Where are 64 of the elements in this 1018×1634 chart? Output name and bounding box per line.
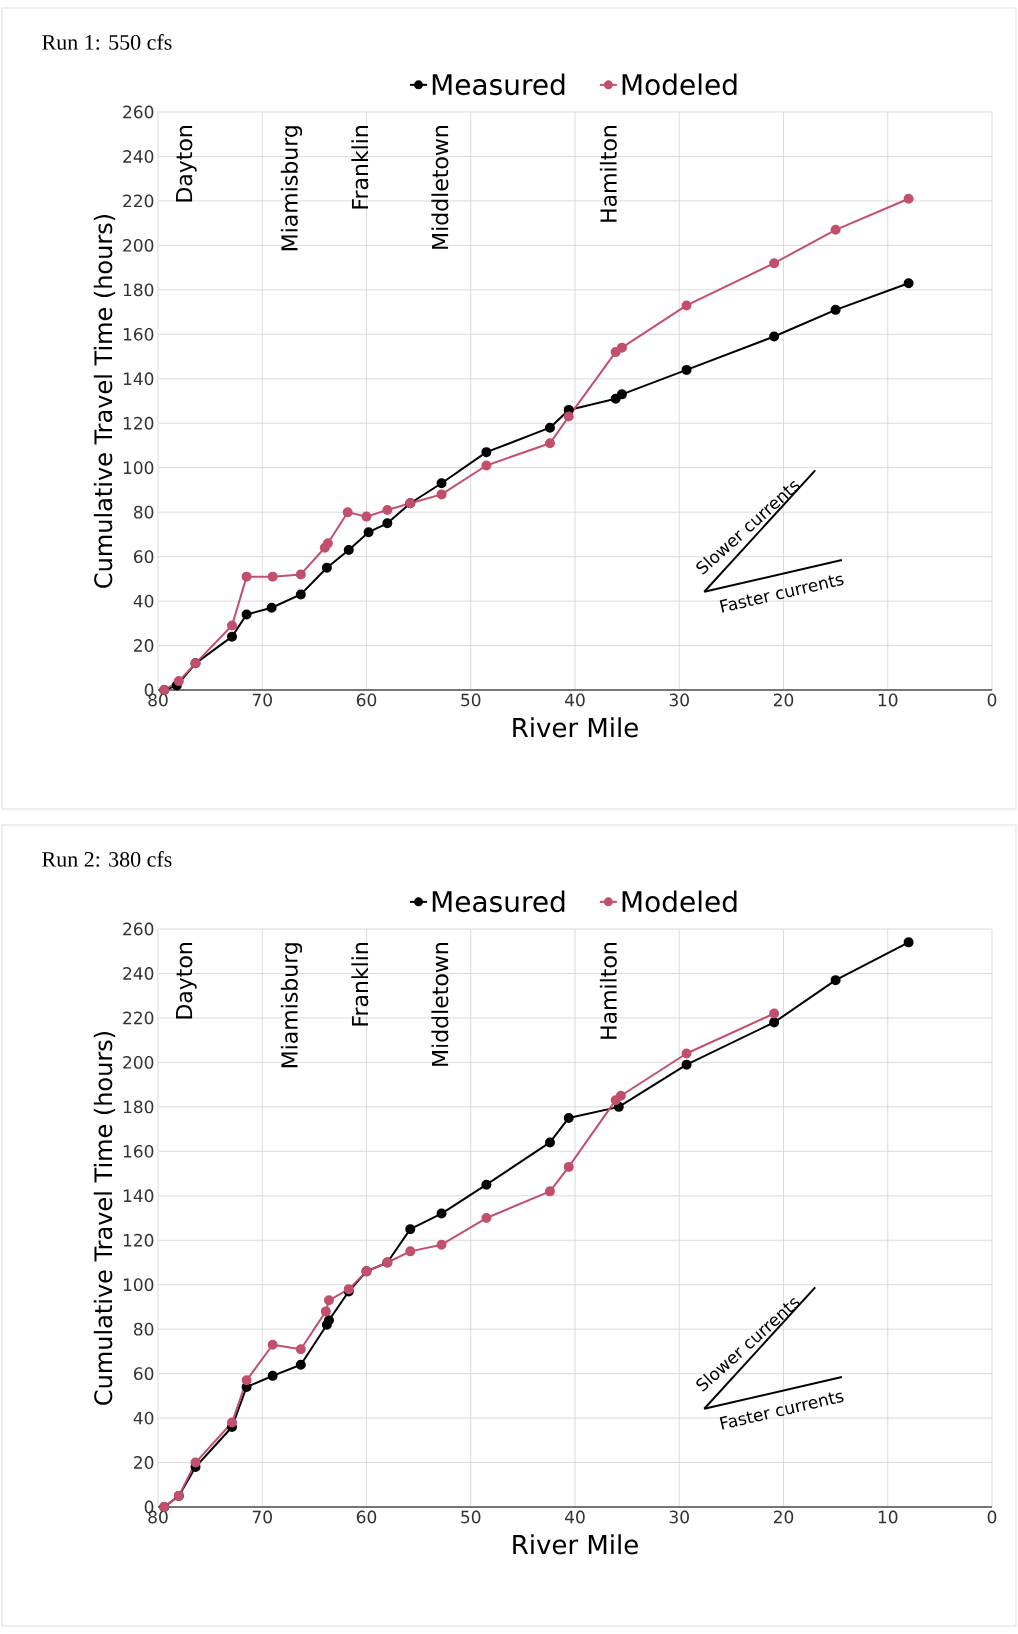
y-tick-label: 160	[123, 1144, 154, 1158]
y-axis-title: Cumulative Travel Time (hours)	[93, 215, 116, 588]
y-tick-label: 20	[134, 1456, 154, 1469]
annotation: Middletown	[431, 943, 449, 1066]
y-tick-label: 240	[123, 967, 154, 980]
legend-label: Measured	[432, 890, 565, 913]
annotation: Dayton	[176, 943, 197, 1019]
x-tick-label: 40	[565, 693, 585, 707]
annotation: Hamilton	[599, 126, 617, 222]
y-tick-label: 80	[133, 1322, 154, 1336]
y-tick-label: 260	[123, 922, 154, 936]
x-tick-label: 0	[987, 1510, 997, 1524]
annotation: Faster currents	[719, 575, 844, 613]
legend-label: Measured	[432, 73, 565, 96]
x-tick-label: 40	[565, 1510, 585, 1524]
x-tick-label: 20	[773, 1510, 794, 1524]
y-tick-label: 220	[123, 194, 154, 208]
x-tick-label: 70	[252, 1510, 272, 1524]
x-axis-title: River Mile	[513, 717, 638, 738]
x-tick-label: 50	[461, 693, 481, 707]
y-tick-label: 160	[123, 327, 154, 341]
x-axis-title: River Mile	[513, 1534, 638, 1555]
y-tick-label: 120	[123, 416, 154, 430]
annotation: Franklin	[351, 126, 369, 209]
legend-label: Modeled	[622, 73, 737, 96]
x-tick-label: 60	[356, 693, 377, 707]
annotation: Franklin	[351, 943, 369, 1026]
y-tick-label: 200	[123, 1055, 154, 1069]
y-tick-label: 180	[123, 1100, 154, 1114]
y-tick-label: 140	[123, 372, 154, 386]
y-axis-title: Cumulative Travel Time (hours)	[93, 1032, 116, 1405]
x-tick-label: 30	[669, 693, 689, 707]
y-tick-label: 20	[134, 639, 154, 652]
y-tick-label: 80	[133, 505, 154, 519]
y-tick-label: 100	[123, 1278, 154, 1292]
x-tick-label: 50	[461, 1510, 481, 1524]
chart-title: Run 2: 380 cfs	[42, 851, 172, 867]
annotation: Miamisburg	[280, 126, 303, 251]
y-tick-label: 140	[123, 1189, 154, 1203]
y-tick-label: 240	[123, 150, 154, 163]
y-tick-label: 260	[123, 105, 154, 119]
y-tick-label: 40	[133, 594, 154, 608]
y-tick-label: 60	[134, 550, 154, 564]
x-tick-label: 70	[252, 693, 272, 707]
y-tick-label: 200	[123, 238, 154, 252]
annotation: Hamilton	[599, 943, 617, 1039]
legend-label: Modeled	[622, 890, 737, 913]
y-tick-label: 100	[123, 461, 154, 475]
y-tick-label: 180	[123, 283, 154, 297]
x-tick-label: 60	[356, 1510, 377, 1524]
chart-title: Run 1: 550 cfs	[42, 34, 172, 50]
annotation: Miamisburg	[280, 943, 303, 1068]
annotation: Middletown	[431, 126, 449, 249]
y-tick-label: 120	[123, 1233, 154, 1247]
x-tick-label: 0	[987, 693, 997, 707]
x-tick-label: 10	[878, 1510, 898, 1524]
x-tick-label: 10	[878, 693, 898, 707]
x-tick-label: 30	[669, 1510, 689, 1524]
y-tick-label: 220	[123, 1011, 154, 1025]
annotation: Faster currents	[719, 1392, 844, 1430]
annotation: Dayton	[176, 126, 197, 202]
x-tick-label: 20	[773, 693, 794, 707]
y-tick-label: 60	[134, 1367, 154, 1381]
y-tick-label: 40	[133, 1411, 154, 1425]
